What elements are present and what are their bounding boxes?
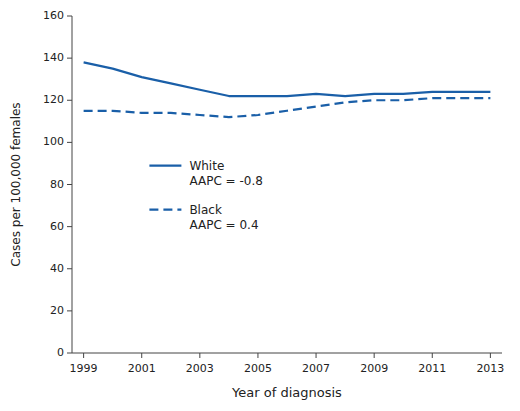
- y-tick-label: 80: [50, 178, 64, 191]
- y-tick: [67, 184, 72, 185]
- x-tick: [374, 353, 375, 358]
- x-tick-label: 2005: [244, 362, 272, 375]
- y-tick-label: 140: [43, 51, 64, 64]
- x-tick: [490, 353, 491, 358]
- x-tick: [316, 353, 317, 358]
- legend-label: BlackAAPC = 0.4: [189, 203, 258, 232]
- x-tick-label: 2011: [418, 362, 446, 375]
- x-tick: [199, 353, 200, 358]
- y-tick: [67, 268, 72, 269]
- y-tick-label: 120: [43, 93, 64, 106]
- x-tick-label: 2001: [128, 362, 156, 375]
- y-axis-label: Cases per 100,000 females: [9, 102, 23, 266]
- x-tick: [83, 353, 84, 358]
- y-tick-label: 160: [43, 9, 64, 22]
- y-tick: [67, 142, 72, 143]
- y-tick-label: 60: [50, 220, 64, 233]
- x-tick-label: 2009: [360, 362, 388, 375]
- legend-label: WhiteAAPC = -0.8: [189, 159, 262, 188]
- x-tick: [141, 353, 142, 358]
- x-tick: [432, 353, 433, 358]
- y-tick-label: 20: [50, 304, 64, 317]
- x-tick-label: 2007: [302, 362, 330, 375]
- y-tick: [67, 58, 72, 59]
- y-tick-label: 100: [43, 135, 64, 148]
- x-axis-line: [72, 353, 502, 354]
- legend-swatch: [149, 164, 181, 166]
- x-axis-label: Year of diagnosis: [231, 385, 342, 400]
- y-tick: [67, 100, 72, 101]
- x-tick-label: 1999: [70, 362, 98, 375]
- y-tick-label: 0: [57, 346, 64, 359]
- chart: 0 20 40 60 80 100 120 140 160 1999 2001 2003 2005 200…: [0, 0, 520, 411]
- y-tick: [67, 310, 72, 311]
- x-tick-label: 2013: [476, 362, 504, 375]
- legend: WhiteAAPC = -0.8 BlackAAPC = 0.4: [149, 159, 262, 232]
- plot-area: [84, 62, 491, 117]
- x-tick: [257, 353, 258, 358]
- series-line: [84, 98, 491, 117]
- y-tick: [67, 226, 72, 227]
- series-line: [84, 62, 491, 96]
- y-tick: [67, 353, 72, 354]
- legend-swatch: [149, 208, 181, 210]
- x-tick-label: 2003: [186, 362, 214, 375]
- y-tick: [67, 16, 72, 17]
- y-tick-label: 40: [50, 262, 64, 275]
